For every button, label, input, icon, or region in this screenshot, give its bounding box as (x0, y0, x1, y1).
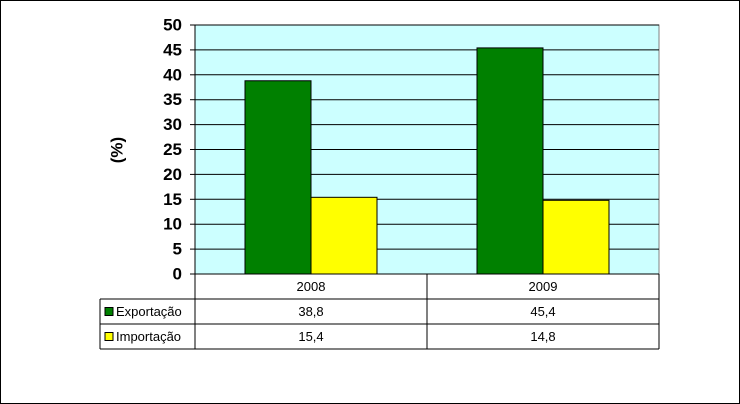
y-tick-label: 35 (163, 90, 182, 109)
y-tick-label: 25 (163, 140, 182, 159)
y-tick-label: 45 (163, 40, 182, 59)
y-tick-label: 15 (163, 190, 182, 209)
table-value: 45,4 (530, 304, 555, 319)
bar (542, 199, 610, 275)
x-tick-label: 2009 (529, 279, 558, 294)
table-value: 14,8 (530, 329, 555, 344)
legend-key (104, 307, 114, 316)
legend-key (104, 332, 114, 341)
bar (310, 196, 378, 275)
y-tick-label: 50 (163, 15, 182, 34)
bar (244, 80, 312, 275)
y-tick-label: 30 (163, 115, 182, 134)
legend-label: Importação (116, 329, 181, 344)
table-value: 38,8 (298, 304, 323, 319)
y-tick-label: 10 (163, 215, 182, 234)
y-tick-label: 20 (163, 165, 182, 184)
y-axis-label: (%) (107, 137, 126, 163)
legend-label: Exportação (116, 304, 182, 319)
bar (476, 47, 544, 275)
y-tick-label: 0 (173, 264, 182, 283)
y-tick-label: 40 (163, 65, 182, 84)
y-tick-label: 5 (173, 240, 182, 259)
x-tick-label: 2008 (297, 279, 326, 294)
table-value: 15,4 (298, 329, 323, 344)
